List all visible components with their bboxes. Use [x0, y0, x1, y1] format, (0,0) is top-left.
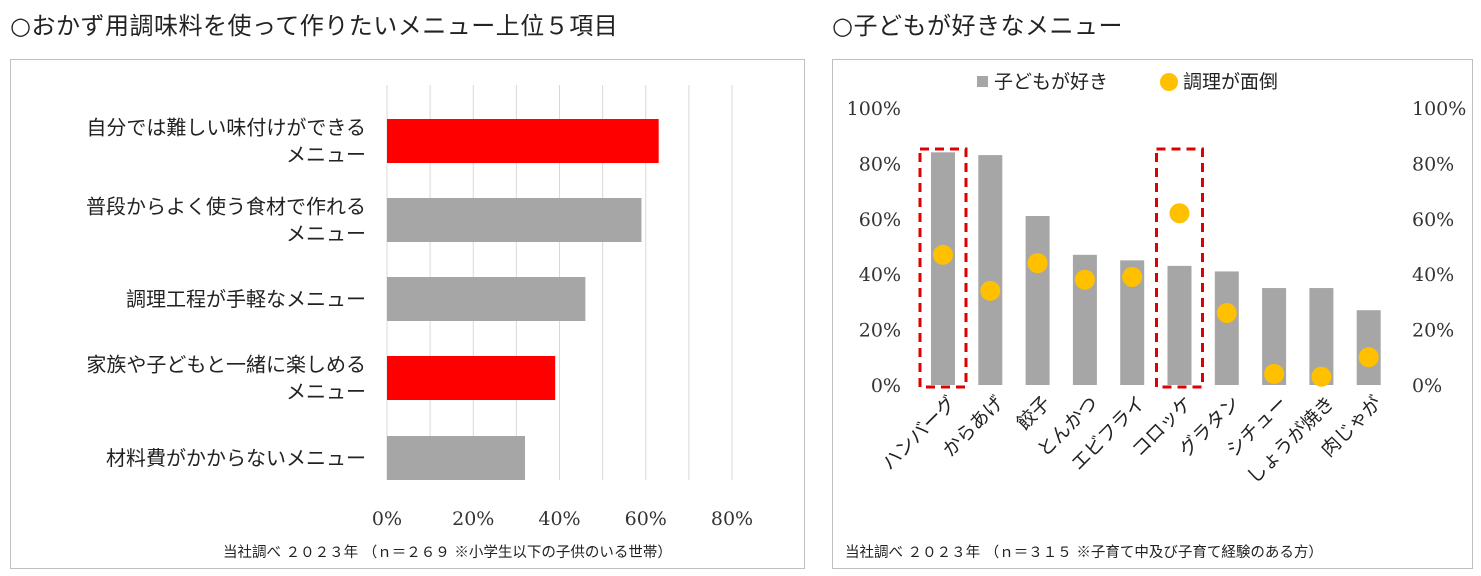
dot-marker [1216, 302, 1237, 323]
dot-marker [1074, 269, 1095, 290]
bar [1167, 265, 1192, 385]
bar [387, 198, 642, 242]
category-label: ハンバーグ [878, 392, 961, 475]
y-tick-label-left: 40% [859, 264, 901, 286]
y-tick-label-right: 100% [1412, 98, 1466, 120]
highlight-box [918, 147, 968, 389]
y-tick-label-right: 40% [1412, 264, 1454, 286]
bar [978, 155, 1003, 385]
legend-dot-swatch [1160, 73, 1178, 91]
category-label: メニュー [286, 222, 366, 246]
category-label: 餃子 [1013, 392, 1055, 434]
bar [387, 277, 586, 321]
x-tick-label: 20% [452, 508, 494, 530]
legend-dot-label: 調理が面倒 [1183, 71, 1278, 93]
dot-marker [1358, 347, 1379, 368]
y-tick-label-left: 20% [859, 320, 901, 342]
legend-bar-label: 子どもが好き [994, 71, 1108, 93]
dot-marker [1311, 366, 1332, 387]
category-label: 調理工程が手軽なメニュー [126, 287, 366, 311]
x-tick-label: 0% [372, 508, 402, 530]
category-label: メニュー [286, 143, 366, 167]
y-tick-label-left: 80% [859, 153, 901, 175]
bar [387, 356, 556, 400]
dot-marker [1027, 253, 1048, 274]
legend-bar-swatch [977, 76, 988, 87]
right-chart-panel: 子どもが好き 調理が面倒 0% 0% 20% 20% 40% 40% 60% 60% 80% 80% 1… [832, 59, 1473, 569]
y-tick-label-right: 0% [1412, 375, 1442, 397]
category-label: メニュー [286, 380, 366, 404]
right-chart-title: ○子どもが好きなメニュー [832, 12, 1123, 40]
category-label: 家族や子どもと一緒に楽しめる [86, 353, 366, 377]
y-tick-label-left: 60% [859, 209, 901, 231]
y-tick-label-left: 100% [847, 98, 901, 120]
left-chart-panel: 0% 20% 40% 60% 80% 自分では難しい味付けができる メニュー 普段からよく使う… [10, 59, 805, 569]
category-label: 材料費がかからないメニュー [106, 446, 366, 470]
bar [931, 152, 955, 385]
bar [1214, 271, 1239, 385]
y-tick-label-left: 0% [871, 375, 901, 397]
category-label: 普段からよく使う食材で作れる [86, 195, 366, 219]
x-tick-label: 80% [711, 508, 753, 530]
left-chart-title: ○おかず用調味料を使って作りたいメニュー上位５項目 [10, 12, 619, 40]
y-tick-label-right: 60% [1412, 209, 1454, 231]
y-tick-label-right: 20% [1412, 320, 1454, 342]
right-combo-chart: 子どもが好き 調理が面倒 0% 0% 20% 20% 40% 40% 60% 60% 80% 80% 1… [845, 71, 1466, 561]
left-bar-chart: 0% 20% 40% 60% 80%自分では難しい味付けができるメニュー普段からよく使う… [86, 85, 753, 561]
dot-marker [1264, 363, 1285, 384]
dot-marker [1169, 203, 1190, 224]
bar [387, 436, 525, 480]
source-note: 当社調べ ２０２３年 （ｎ＝３１５ ※子育て中及び子育て経験のある方） [845, 544, 1323, 561]
y-tick-label-right: 80% [1412, 153, 1454, 175]
dot-marker [933, 244, 953, 265]
category-label: 自分では難しい味付けができる [86, 116, 366, 140]
dot-marker [980, 280, 1001, 301]
source-note: 当社調べ ２０２３年 （ｎ＝２６９ ※小学生以下の子供のいる世帯） [223, 544, 672, 561]
bar [1025, 216, 1050, 385]
x-tick-label: 60% [625, 508, 667, 530]
dot-marker [1122, 266, 1143, 287]
bar [387, 119, 659, 163]
x-tick-label: 40% [538, 508, 580, 530]
highlight-box [1155, 147, 1204, 389]
